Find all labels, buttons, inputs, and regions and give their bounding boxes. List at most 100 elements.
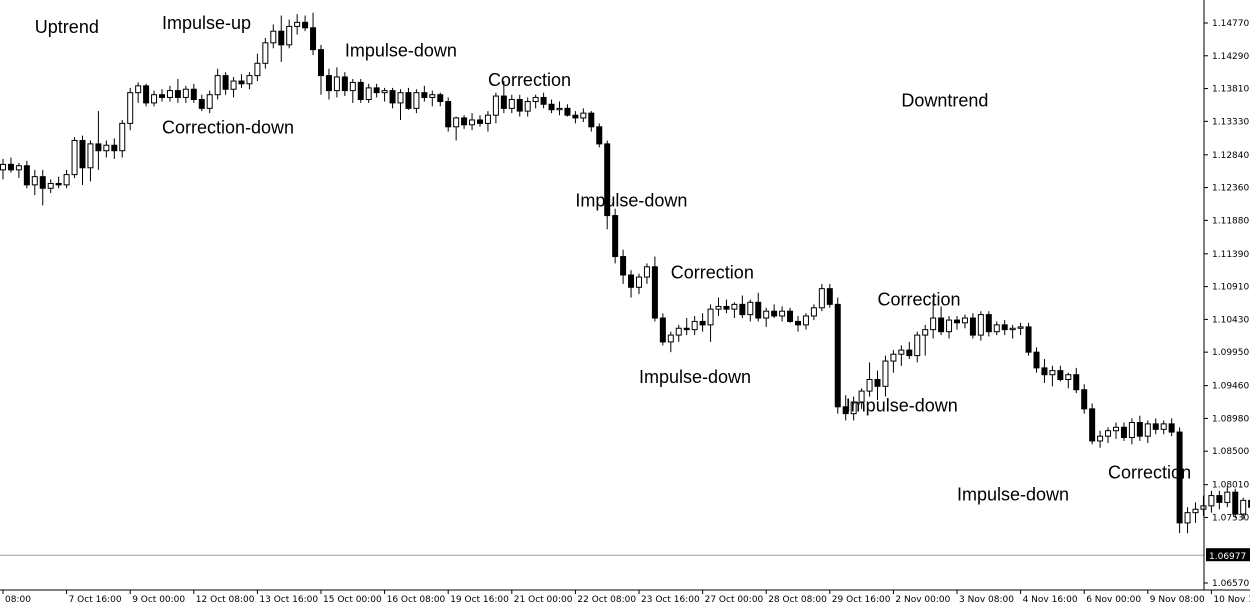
candle-body-up — [151, 94, 158, 104]
candle-body-up — [1200, 505, 1207, 510]
candle — [898, 345, 905, 366]
time-tick-label: 29 Oct 16:00 — [832, 595, 891, 605]
price-axis-ticks: 1.14770 1.14290 1.13810 1.13330 1.12840 1.123… — [1204, 19, 1249, 589]
candle-body-up — [922, 329, 929, 336]
candle-body-up — [349, 81, 356, 92]
candle-body-up — [763, 310, 770, 319]
time-tick-label: 13 Oct 16:00 — [259, 595, 318, 605]
candle — [1232, 488, 1239, 519]
candle — [477, 115, 483, 127]
candle-body-up — [818, 288, 825, 309]
candle-body-up — [230, 80, 237, 90]
candle — [985, 311, 992, 337]
candle — [1001, 320, 1008, 336]
candle-body-up — [469, 119, 476, 126]
price-tick-label: 1.13330 — [1212, 117, 1249, 127]
candle — [1105, 427, 1112, 443]
candle-body-down — [1120, 426, 1127, 439]
candle-body-down — [461, 117, 468, 126]
candle — [882, 355, 889, 397]
candle — [763, 307, 770, 327]
candle-body-up — [15, 165, 22, 171]
candle-body-up — [914, 334, 921, 357]
candle — [715, 297, 722, 316]
candle-body-down — [604, 143, 611, 217]
candle-body-down — [1152, 423, 1159, 430]
candle — [723, 299, 730, 314]
candle-body-down — [1057, 370, 1064, 380]
candle-body-down — [771, 310, 778, 317]
candle-body-up — [898, 349, 905, 355]
candle-body-up — [381, 90, 388, 94]
time-tick-label: 10 Nov 16:00 — [1213, 595, 1250, 605]
candle-body-up — [667, 334, 674, 343]
candle-body-up — [675, 327, 682, 336]
candle — [866, 362, 873, 397]
candle-body-up — [206, 94, 213, 109]
candle-body-down — [1248, 499, 1250, 508]
candle-body-up — [182, 88, 189, 98]
candle — [914, 331, 921, 363]
candle-body-up — [715, 305, 722, 310]
candle — [357, 79, 364, 103]
candle-body-up — [1017, 326, 1024, 329]
candle-body-down — [1232, 491, 1239, 515]
annotation-label: Correction — [488, 70, 571, 90]
candle-body-up — [580, 112, 587, 119]
candle-body-down — [445, 101, 452, 128]
time-tick-label: 22 Oct 08:00 — [577, 595, 636, 605]
candle — [588, 111, 595, 132]
candle-body-down — [842, 406, 849, 415]
candle — [318, 44, 324, 95]
candle-body-up — [1240, 499, 1247, 515]
candle-body-down — [540, 96, 547, 105]
candle-body-down — [477, 119, 483, 124]
candle — [15, 163, 22, 179]
current-price-tag: 1.06977 — [1206, 548, 1250, 562]
time-tick-label: 3 Nov 08:00 — [959, 595, 1014, 605]
candle-body-down — [174, 90, 181, 98]
candle — [548, 99, 555, 114]
candle-body-down — [588, 112, 595, 128]
candle — [977, 311, 984, 341]
candle — [365, 83, 372, 103]
candle-body-down — [389, 90, 396, 104]
candle-body-up — [1065, 374, 1072, 380]
time-axis-ticks: 08:00 7 Oct 16:00 9 Oct 00:00 12 Oct 08:00 1… — [2, 590, 1250, 605]
candle — [95, 111, 102, 170]
candle-body-down — [159, 94, 165, 98]
candle-body-up — [747, 301, 754, 316]
time-tick-label: 9 Oct 00:00 — [132, 595, 185, 605]
candle — [381, 87, 388, 102]
candle-body-up — [1105, 430, 1112, 437]
candle — [461, 115, 468, 129]
candle-body-down — [437, 94, 444, 103]
candle — [771, 304, 778, 319]
candle — [874, 370, 881, 400]
candle — [572, 111, 579, 124]
candle — [930, 299, 937, 339]
candle — [1224, 486, 1231, 508]
candle — [516, 94, 523, 117]
candle — [747, 299, 754, 322]
candle-body-up — [508, 98, 515, 109]
candle-body-up — [890, 353, 897, 362]
price-tick-label: 1.11390 — [1212, 250, 1249, 260]
candle — [405, 87, 412, 110]
candle — [1176, 427, 1183, 534]
candle-body-down — [620, 256, 627, 276]
candle — [969, 313, 976, 339]
candle — [580, 108, 587, 123]
candle-body-down — [1176, 431, 1183, 524]
candle-body-up — [47, 182, 54, 189]
candle-body-down — [318, 49, 324, 77]
candle — [604, 140, 611, 230]
candle — [445, 97, 452, 132]
candle-body-up — [810, 307, 817, 317]
candle — [1065, 372, 1072, 389]
candle-body-up — [365, 87, 372, 100]
candle-body-up — [1184, 512, 1191, 524]
candle — [254, 53, 261, 82]
candle — [1049, 365, 1056, 387]
candle-body-up — [413, 92, 420, 109]
